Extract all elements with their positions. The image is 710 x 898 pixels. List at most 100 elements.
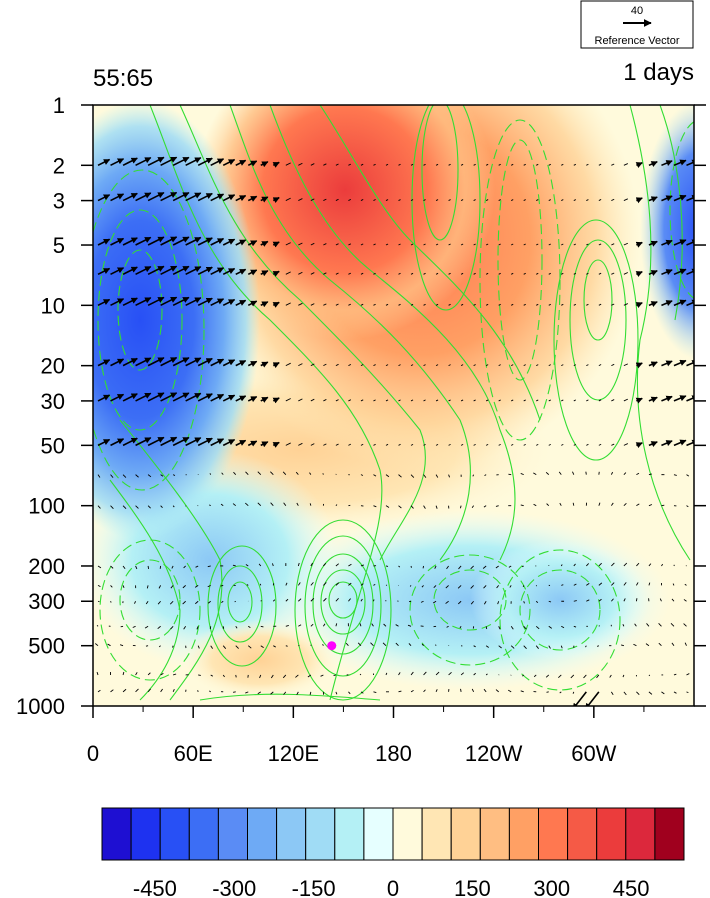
wind-vector [172, 645, 174, 648]
wind-vector [636, 691, 640, 696]
wind-vector [586, 582, 590, 586]
wind-vector [509, 585, 512, 588]
wind-vector [448, 399, 451, 402]
wind-vector [97, 438, 111, 447]
wind-vector [185, 297, 202, 307]
wind-vector [458, 565, 462, 570]
wind-vector [395, 642, 399, 647]
wind-vector [348, 163, 352, 166]
wind-vector [220, 503, 224, 507]
wind-vector [435, 272, 439, 275]
wind-vector [209, 504, 211, 507]
colorbar-swatch [159, 807, 190, 861]
wind-vector [448, 443, 451, 446]
wind-vector [160, 672, 164, 676]
wind-vector [382, 642, 387, 647]
wind-vector [197, 437, 213, 447]
wind-vector [210, 193, 225, 202]
wind-vector [323, 399, 327, 402]
wind-vector [197, 357, 213, 367]
wind-vector [473, 672, 476, 676]
wind-vector [408, 643, 412, 646]
wind-vector [272, 241, 280, 248]
y-tick-label: 5 [53, 233, 65, 258]
wind-vector [147, 265, 165, 276]
wind-vector [686, 239, 694, 246]
wind-vector [609, 674, 612, 678]
wind-vector [473, 399, 476, 402]
wind-vector [548, 199, 551, 201]
wind-vector [423, 272, 426, 275]
wind-vector [210, 158, 225, 167]
wind-vector [335, 691, 338, 695]
wind-vector [658, 642, 662, 647]
wind-vector [434, 565, 437, 569]
wind-vector [298, 198, 303, 201]
wind-vector [235, 268, 247, 276]
wind-vector [686, 505, 689, 508]
y-tick-label: 300 [28, 589, 65, 614]
wind-vector [470, 565, 474, 570]
wind-vector [485, 364, 489, 367]
wind-vector [182, 585, 186, 589]
wind-vector [485, 626, 488, 630]
reference-vector-label: Reference Vector [595, 35, 680, 47]
wind-vector [285, 442, 291, 446]
wind-vector [233, 471, 237, 475]
wind-vector [684, 583, 687, 586]
wind-vector [559, 691, 562, 694]
wind-vector [636, 562, 640, 567]
wind-vector [135, 505, 139, 509]
wind-vector [673, 474, 677, 476]
wind-vector [498, 364, 501, 367]
wind-vector [661, 360, 673, 367]
wind-vector [122, 437, 138, 447]
wind-vector [97, 238, 111, 246]
x-tick-label: 120W [465, 741, 523, 766]
wind-vector [573, 303, 577, 306]
wind-vector [398, 163, 401, 166]
wind-vector [611, 562, 615, 567]
wind-vector [283, 691, 287, 695]
wind-vector [473, 272, 476, 275]
wind-vector [448, 303, 451, 306]
wind-vector [298, 398, 303, 402]
wind-vector [348, 691, 351, 695]
wind-vector [135, 156, 152, 167]
wind-vector [247, 240, 258, 247]
wind-vector [172, 156, 190, 167]
wind-vector [673, 239, 687, 246]
wind-vector [548, 443, 551, 446]
wind-vector [335, 504, 338, 506]
wind-vector [222, 359, 236, 367]
wind-vector [296, 502, 299, 506]
wind-vector [197, 266, 213, 276]
wind-vector [423, 243, 426, 246]
wind-vector [623, 502, 627, 506]
x-tick-label: 180 [375, 741, 412, 766]
wind-vector [385, 199, 389, 201]
wind-vector [285, 645, 288, 647]
wind-vector [435, 644, 437, 646]
wind-vector [460, 272, 464, 275]
wind-vector [648, 473, 652, 476]
wind-vector [94, 643, 99, 647]
wind-vector [122, 237, 138, 246]
wind-vector [285, 598, 289, 602]
wind-vector [398, 672, 401, 676]
wind-vector [611, 399, 615, 402]
wind-vector [270, 471, 274, 475]
wind-vector [373, 505, 377, 508]
wind-vector [561, 272, 564, 275]
wind-vector [546, 503, 550, 506]
wind-vector [423, 303, 426, 306]
wind-vector [498, 303, 501, 306]
wind-vector [298, 598, 302, 602]
wind-vector [257, 471, 262, 475]
wind-vector [323, 582, 327, 586]
wind-vector [122, 474, 127, 478]
x-tick-label: 60E [174, 741, 213, 766]
wind-vector [147, 688, 151, 693]
wind-vector [172, 474, 176, 476]
wind-vector [259, 674, 262, 679]
